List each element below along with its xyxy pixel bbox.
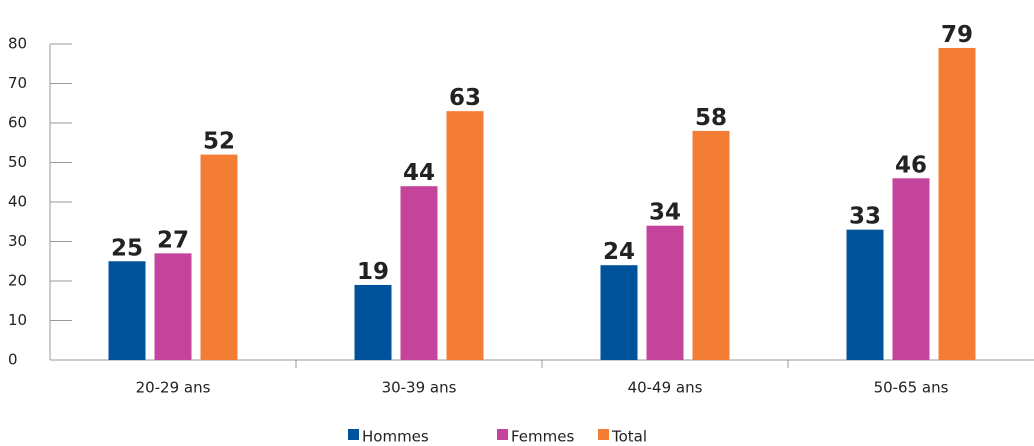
legend-swatch (497, 429, 508, 440)
bar (400, 186, 438, 360)
value-label: 52 (203, 129, 235, 155)
legend-label: Total (611, 428, 647, 446)
y-tick-label: 30 (8, 232, 27, 250)
bar (892, 178, 930, 360)
value-label: 79 (941, 22, 973, 48)
legend-swatch (348, 429, 359, 440)
y-tick-label: 40 (8, 193, 27, 211)
legend-label: Hommes (362, 428, 429, 446)
bar (154, 253, 192, 360)
legend-swatch (598, 429, 609, 440)
value-label: 63 (449, 85, 481, 111)
bar (646, 225, 684, 360)
value-label: 44 (403, 160, 435, 186)
x-tick-label: 20-29 ans (136, 379, 211, 397)
y-tick-label: 20 (8, 272, 27, 290)
y-tick-label: 70 (8, 74, 27, 92)
bar (354, 284, 392, 360)
bar (692, 130, 730, 360)
value-label: 46 (895, 152, 927, 178)
y-tick-label: 50 (8, 153, 27, 171)
bar (846, 229, 884, 360)
bar (446, 111, 484, 361)
legend-label: Femmes (511, 428, 574, 446)
value-label: 25 (111, 235, 143, 261)
bar (108, 261, 146, 360)
value-label: 27 (157, 227, 189, 253)
value-label: 58 (695, 105, 727, 131)
x-tick-label: 40-49 ans (628, 379, 703, 397)
y-tick-label: 60 (8, 114, 27, 132)
bar (200, 154, 238, 360)
value-label: 19 (357, 259, 389, 285)
y-tick-label: 0 (8, 351, 18, 369)
bar (600, 265, 638, 360)
x-tick-label: 50-65 ans (874, 379, 949, 397)
y-tick-label: 80 (8, 35, 27, 53)
y-tick-label: 10 (8, 311, 27, 329)
value-label: 34 (649, 200, 681, 226)
value-label: 33 (849, 204, 881, 230)
x-tick-label: 30-39 ans (382, 379, 457, 397)
bar (938, 47, 976, 360)
value-label: 24 (603, 239, 635, 265)
